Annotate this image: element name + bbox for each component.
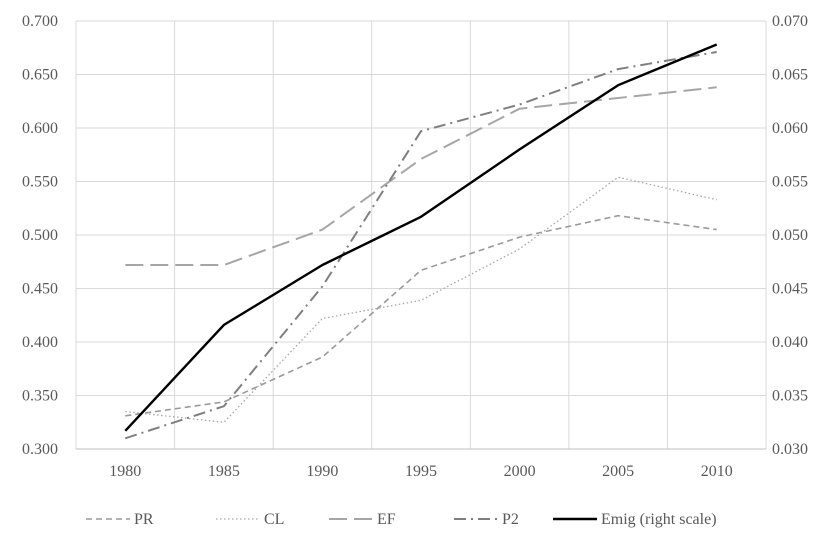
y-left-tick-label: 0.400	[22, 334, 58, 351]
series-line-cl	[125, 176, 717, 423]
y-right-tick-label: 0.055	[772, 174, 808, 191]
series-line-emig	[124, 43, 718, 432]
x-tick-label: 2010	[701, 463, 733, 480]
legend-label: CL	[264, 511, 284, 528]
legend-label: P2	[502, 511, 519, 528]
legend-label: PR	[134, 511, 154, 528]
series-line-pr	[125, 214, 717, 417]
grid-layer	[75, 20, 767, 450]
x-tick-label: 1980	[109, 463, 141, 480]
y-left-tick-label: 0.700	[22, 13, 58, 30]
series-layer	[124, 43, 718, 440]
series-line-ef	[125, 86, 717, 266]
y-right-tick-label: 0.060	[772, 120, 808, 137]
y-left-tick-label: 0.600	[22, 120, 58, 137]
y-left-tick-label: 0.500	[22, 227, 58, 244]
x-tick-label: 1995	[405, 463, 437, 480]
y-right-tick-label: 0.030	[772, 441, 808, 458]
y-right-tick-label: 0.065	[772, 67, 808, 84]
tick-layer: 0.300 0.350 0.400 0.450 0.500 0.550 0.600 0.650…	[22, 13, 808, 480]
y-left-tick-label: 0.550	[22, 174, 58, 191]
series-line-p2	[124, 51, 717, 440]
legend: PR CL EF P2 Emig (right scale)	[86, 511, 717, 528]
y-right-tick-label: 0.050	[772, 227, 808, 244]
x-tick-label: 1990	[306, 463, 338, 480]
y-right-tick-label: 0.070	[772, 13, 808, 30]
y-left-tick-label: 0.650	[22, 67, 58, 84]
x-tick-label: 1985	[208, 463, 240, 480]
legend-label: EF	[377, 511, 396, 528]
y-left-tick-label: 0.450	[22, 281, 58, 298]
x-tick-label: 2000	[504, 463, 536, 480]
y-right-tick-label: 0.035	[772, 388, 808, 405]
legend-label: Emig (right scale)	[601, 511, 717, 528]
y-left-tick-label: 0.350	[22, 388, 58, 405]
y-right-tick-label: 0.040	[772, 334, 808, 351]
x-tick-label: 2005	[602, 463, 634, 480]
y-right-tick-label: 0.045	[772, 281, 808, 298]
y-left-tick-label: 0.300	[22, 441, 58, 458]
